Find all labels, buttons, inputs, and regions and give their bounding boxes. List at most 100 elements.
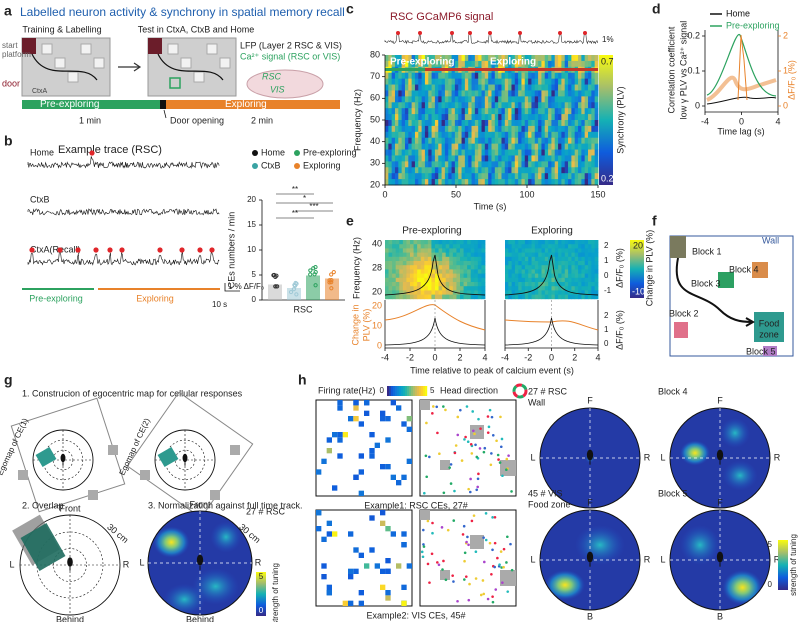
heat-cell [399, 252, 404, 258]
heat-cell [521, 269, 526, 274]
heat-cell [427, 256, 432, 262]
heat-cell [467, 294, 472, 300]
heat-cell [578, 252, 582, 258]
heat-cell [401, 120, 406, 127]
heat-cell [544, 256, 549, 262]
heat-cell [456, 244, 461, 249]
heat-cell [594, 78, 599, 85]
heat-cell [531, 173, 536, 180]
heat-cell [438, 125, 442, 133]
heat-cell [404, 131, 409, 139]
heat-cell [488, 60, 492, 68]
event-dot [197, 247, 203, 253]
heat-cell [481, 131, 486, 139]
heat-cell [478, 114, 482, 121]
heat-cell [398, 108, 403, 115]
label: Behind [186, 614, 214, 622]
y-tick-label: 0 [377, 340, 382, 350]
heat-cell [584, 55, 589, 62]
heat-cell [434, 155, 439, 162]
heat-cell [464, 161, 469, 168]
heat-cell [444, 155, 449, 162]
heat-cell [581, 143, 586, 150]
heat-cell [564, 240, 569, 245]
heat-cell [477, 252, 482, 258]
heat-cell [402, 256, 407, 262]
point [313, 283, 318, 288]
heat-cell [417, 282, 422, 287]
heat-cell [414, 167, 419, 174]
heat-cell [458, 78, 462, 85]
heat-cell [561, 167, 566, 174]
heat-cell [584, 256, 589, 262]
heat-cell [461, 96, 466, 103]
heat-cell [471, 137, 476, 145]
heat-cell [521, 120, 526, 127]
shape [599, 55, 613, 185]
heat-cell [442, 252, 447, 258]
heat-cell [541, 143, 546, 150]
heat-cell [531, 155, 536, 162]
heat-cell [561, 108, 566, 115]
hd-dot [491, 595, 494, 598]
heat-cell [531, 84, 536, 91]
heat-cell [544, 179, 549, 186]
heat-cell [528, 96, 532, 103]
shape [224, 283, 240, 292]
label: 1 min [79, 115, 101, 125]
heat-cell [418, 125, 423, 133]
heat-cell [561, 137, 566, 145]
heat-cell [458, 72, 462, 80]
heat-cell [467, 252, 472, 258]
heat-cell [444, 173, 449, 180]
heat-cell [463, 252, 468, 258]
heat-cell [551, 108, 556, 115]
heat-cell [581, 179, 586, 186]
heat-cell [578, 256, 582, 262]
heat-cell [414, 155, 419, 162]
heat-cell [528, 269, 532, 274]
arena [10, 397, 126, 513]
heat-cell [454, 102, 459, 109]
heat-cell [438, 265, 443, 270]
heat-cell [388, 179, 393, 186]
heat-cell [434, 125, 439, 133]
heat-cell [538, 125, 542, 133]
heat-cell [581, 294, 586, 300]
heat-cell [591, 161, 596, 168]
heat-cell [438, 261, 443, 266]
panel-letter: f [652, 213, 657, 229]
y-tick-label: 20 [370, 179, 380, 189]
heat-cell [588, 78, 592, 85]
heat-cell [501, 78, 506, 85]
heat-cell [588, 269, 592, 274]
heat-cell [420, 269, 425, 274]
heat-cell [521, 84, 526, 91]
rate-cell [337, 453, 343, 459]
heat-cell [408, 137, 413, 145]
rate-cell [316, 469, 322, 475]
label: 10 s [212, 300, 227, 309]
heat-cell [451, 143, 456, 150]
heat-cell [531, 102, 536, 109]
heat-cell [427, 244, 432, 249]
heat-cell [498, 179, 502, 186]
shape [41, 43, 53, 55]
heat-cell [461, 161, 466, 168]
heat-cell [558, 256, 562, 262]
heat-cell [548, 78, 552, 85]
heat-cell [402, 252, 407, 258]
heat-cell [414, 114, 419, 121]
heat-cell [584, 248, 589, 253]
colorbar-cell [405, 386, 408, 396]
label: Block 5 [658, 488, 688, 498]
heat-cell [581, 265, 586, 270]
heat-cell [594, 248, 599, 253]
heat-cell [385, 96, 389, 103]
heat-cell [534, 102, 539, 109]
heat-cell [481, 72, 486, 80]
heat-cell [508, 155, 512, 162]
heat-cell [410, 252, 414, 258]
heat-cell [518, 90, 522, 97]
heat-cell [477, 273, 482, 279]
